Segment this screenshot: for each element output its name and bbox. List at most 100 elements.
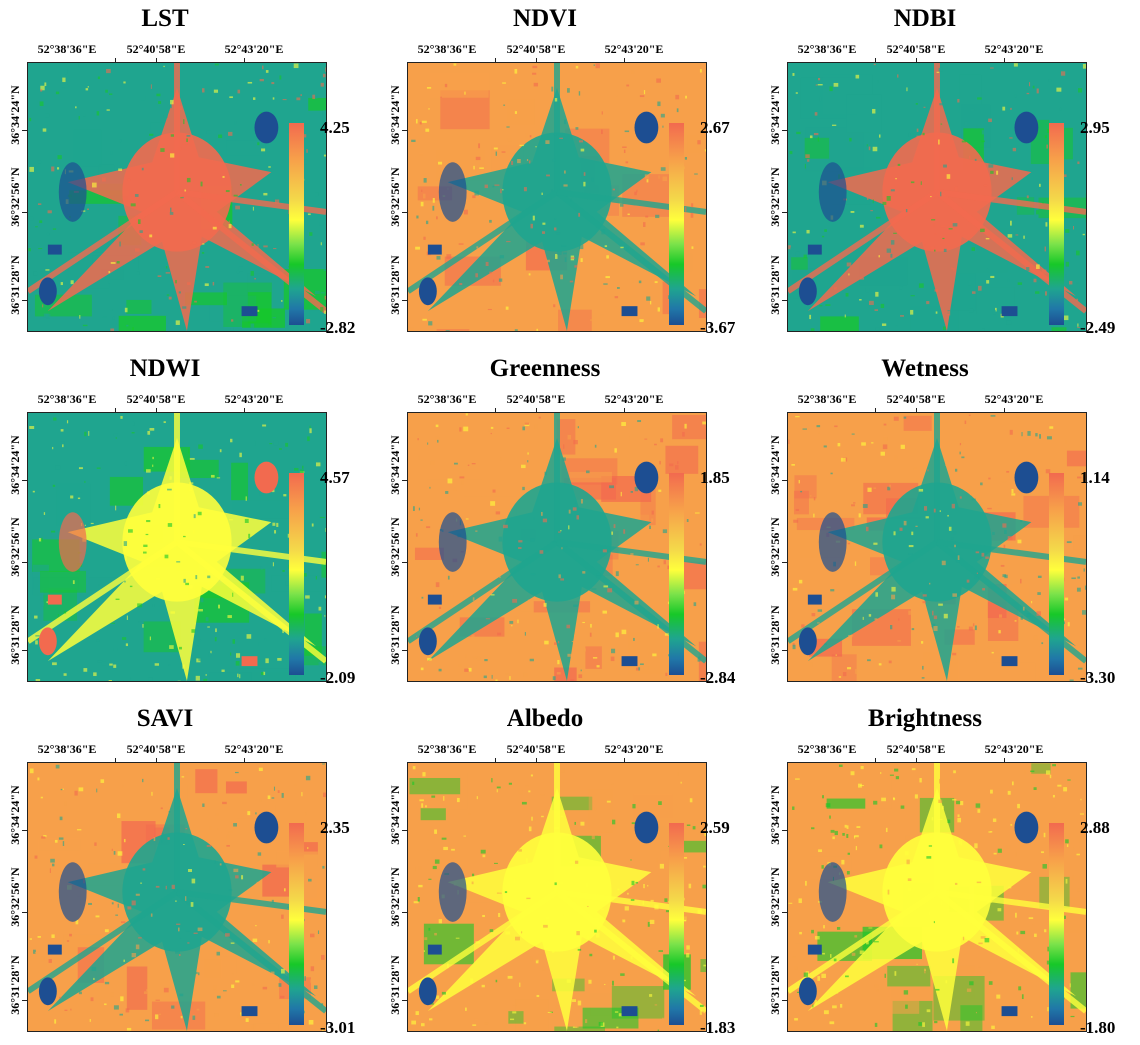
colorbar: [669, 473, 684, 675]
latitude-label: 36°32'56"N: [388, 517, 402, 576]
longitude-label: 52°43'20"E: [605, 392, 664, 406]
panel-title: LST: [0, 4, 330, 34]
latitude-label: 36°34'24"N: [8, 785, 22, 844]
longitude-label: 52°43'20"E: [985, 742, 1044, 756]
map-svg: [408, 763, 706, 1031]
latitude-label: 36°34'24"N: [768, 85, 782, 144]
map-raster: [27, 412, 327, 682]
longitude-label: 52°40'58"E: [507, 392, 566, 406]
longitude-label: 52°38'36"E: [418, 42, 477, 56]
colorbar: [1049, 473, 1064, 675]
longitude-label: 52°43'20"E: [225, 392, 284, 406]
longitude-label: 52°40'58"E: [507, 742, 566, 756]
colorbar-max-label: 2.59: [700, 818, 730, 838]
colorbar-gradient: [289, 473, 304, 675]
latitude-label: 36°31'28"N: [768, 605, 782, 664]
longitude-label: 52°38'36"E: [798, 742, 857, 756]
panel-title: Greenness: [380, 354, 710, 384]
map-raster: [407, 762, 707, 1032]
latitude-label: 36°34'24"N: [388, 785, 402, 844]
map-svg: [28, 763, 326, 1031]
colorbar-max-label: 2.88: [1080, 818, 1110, 838]
latitude-label: 36°32'56"N: [768, 867, 782, 926]
colorbar-max-label: 2.95: [1080, 118, 1110, 138]
longitude-label: 52°40'58"E: [507, 42, 566, 56]
map-panel-wetness: Wetness 52°38'36"E 52°40'58"E 52°43'20"E 36°…: [760, 350, 1140, 695]
colorbar-min-label: -3.30: [1080, 668, 1115, 688]
colorbar-min-label: -3.67: [700, 318, 735, 338]
colorbar-min-label: -2.09: [320, 668, 355, 688]
map-svg: [28, 413, 326, 681]
longitude-label: 52°38'36"E: [798, 42, 857, 56]
colorbar: [289, 473, 304, 675]
longitude-label: 52°38'36"E: [38, 742, 97, 756]
colorbar-gradient: [1049, 823, 1064, 1025]
latitude-label: 36°34'24"N: [388, 85, 402, 144]
colorbar-min-label: -1.83: [700, 1018, 735, 1038]
latitude-label: 36°34'24"N: [768, 785, 782, 844]
colorbar: [1049, 823, 1064, 1025]
map-panel-brightness: Brightness 52°38'36"E 52°40'58"E 52°43'20"E…: [760, 700, 1140, 1045]
longitude-label: 52°40'58"E: [887, 742, 946, 756]
latitude-label: 36°34'24"N: [8, 85, 22, 144]
colorbar-min-label: -3.01: [320, 1018, 355, 1038]
longitude-label: 52°38'36"E: [798, 392, 857, 406]
colorbar: [669, 823, 684, 1025]
longitude-label: 52°38'36"E: [418, 392, 477, 406]
latitude-label: 36°32'56"N: [8, 167, 22, 226]
latitude-label: 36°31'28"N: [388, 955, 402, 1014]
panel-title: Albedo: [380, 704, 710, 734]
panel-title: NDWI: [0, 354, 330, 384]
colorbar-max-label: 4.57: [320, 468, 350, 488]
colorbar-max-label: 2.67: [700, 118, 730, 138]
map-raster: [407, 62, 707, 332]
colorbar-max-label: 1.14: [1080, 468, 1110, 488]
colorbar-max-label: 2.35: [320, 818, 350, 838]
longitude-label: 52°43'20"E: [605, 742, 664, 756]
longitude-label: 52°40'58"E: [887, 42, 946, 56]
latitude-label: 36°31'28"N: [8, 955, 22, 1014]
colorbar-gradient: [669, 473, 684, 675]
panel-title: Wetness: [760, 354, 1090, 384]
colorbar-gradient: [669, 123, 684, 325]
longitude-label: 52°40'58"E: [127, 42, 186, 56]
colorbar-min-label: -2.49: [1080, 318, 1115, 338]
latitude-label: 36°34'24"N: [768, 435, 782, 494]
colorbar-min-label: -2.82: [320, 318, 355, 338]
longitude-label: 52°40'58"E: [887, 392, 946, 406]
latitude-label: 36°32'56"N: [768, 517, 782, 576]
map-raster: [27, 762, 327, 1032]
map-svg: [788, 413, 1086, 681]
colorbar-max-label: 4.25: [320, 118, 350, 138]
colorbar-gradient: [289, 123, 304, 325]
longitude-label: 52°38'36"E: [38, 42, 97, 56]
colorbar-gradient: [669, 823, 684, 1025]
latitude-label: 36°32'56"N: [8, 867, 22, 926]
panel-title: Brightness: [760, 704, 1090, 734]
map-svg: [408, 63, 706, 331]
longitude-label: 52°43'20"E: [985, 42, 1044, 56]
colorbar-min-label: -1.80: [1080, 1018, 1115, 1038]
colorbar: [1049, 123, 1064, 325]
longitude-label: 52°43'20"E: [985, 392, 1044, 406]
longitude-label: 52°40'58"E: [127, 742, 186, 756]
panel-title: SAVI: [0, 704, 330, 734]
colorbar-gradient: [1049, 123, 1064, 325]
latitude-label: 36°32'56"N: [388, 867, 402, 926]
map-raster: [787, 62, 1087, 332]
colorbar: [289, 123, 304, 325]
latitude-label: 36°32'56"N: [768, 167, 782, 226]
map-svg: [408, 413, 706, 681]
latitude-label: 36°31'28"N: [8, 605, 22, 664]
latitude-label: 36°31'28"N: [768, 955, 782, 1014]
map-svg: [788, 63, 1086, 331]
latitude-label: 36°32'56"N: [388, 167, 402, 226]
latitude-label: 36°31'28"N: [388, 255, 402, 314]
longitude-label: 52°40'58"E: [127, 392, 186, 406]
